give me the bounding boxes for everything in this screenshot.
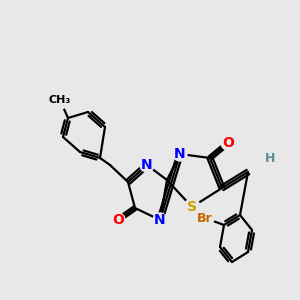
Circle shape <box>111 213 125 227</box>
Circle shape <box>264 152 276 164</box>
Text: N: N <box>154 213 166 227</box>
Text: O: O <box>222 136 234 150</box>
Text: N: N <box>174 147 186 161</box>
Circle shape <box>153 213 167 227</box>
Circle shape <box>196 209 214 227</box>
Text: CH₃: CH₃ <box>49 95 71 105</box>
Circle shape <box>221 136 235 150</box>
Circle shape <box>173 147 187 161</box>
Text: H: H <box>265 152 275 164</box>
Text: S: S <box>187 200 197 214</box>
Text: N: N <box>141 158 153 172</box>
Circle shape <box>51 91 69 109</box>
Text: O: O <box>112 213 124 227</box>
Circle shape <box>184 199 200 215</box>
Text: Br: Br <box>197 212 213 224</box>
Circle shape <box>140 158 154 172</box>
